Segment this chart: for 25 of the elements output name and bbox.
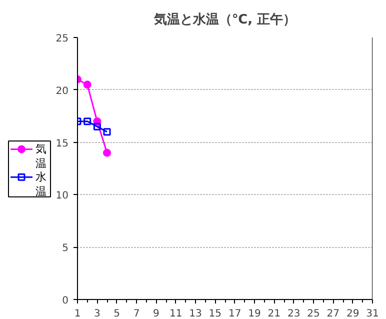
y-tick-label: 25	[56, 34, 69, 44]
y-tick-label: 0	[62, 296, 69, 306]
x-tick-label: 29	[346, 308, 360, 319]
x-tick-label: 7	[133, 308, 140, 319]
x-tick-label: 3	[94, 308, 100, 319]
x-tick-label: 17	[228, 308, 242, 319]
x-tick-label: 1	[74, 308, 81, 319]
x-tick-label: 15	[208, 308, 222, 319]
y-tick-label: 5	[62, 243, 69, 254]
x-tick-label: 25	[307, 308, 320, 319]
y-tick-label: 10	[56, 190, 69, 202]
x-tick-label: 27	[326, 308, 340, 319]
y-tick-label: 15	[56, 138, 69, 150]
x-tick-label: 9	[152, 308, 160, 319]
y-tick-label: 20	[56, 86, 69, 97]
x-tick-label: 21	[268, 308, 281, 319]
chart-title: 気温と水温（℃, 正午）	[152, 12, 296, 28]
x-tick-label: 13	[189, 308, 202, 319]
x-tick-label: 5	[114, 308, 120, 319]
x-tick-label: 11	[169, 308, 182, 319]
legend-label: 気温	[36, 142, 46, 170]
x-tick-label: 19	[248, 308, 261, 319]
x-tick-label: 31	[366, 308, 379, 319]
x-tick-label: 23	[287, 308, 300, 319]
legend-label: 水温	[36, 170, 46, 198]
